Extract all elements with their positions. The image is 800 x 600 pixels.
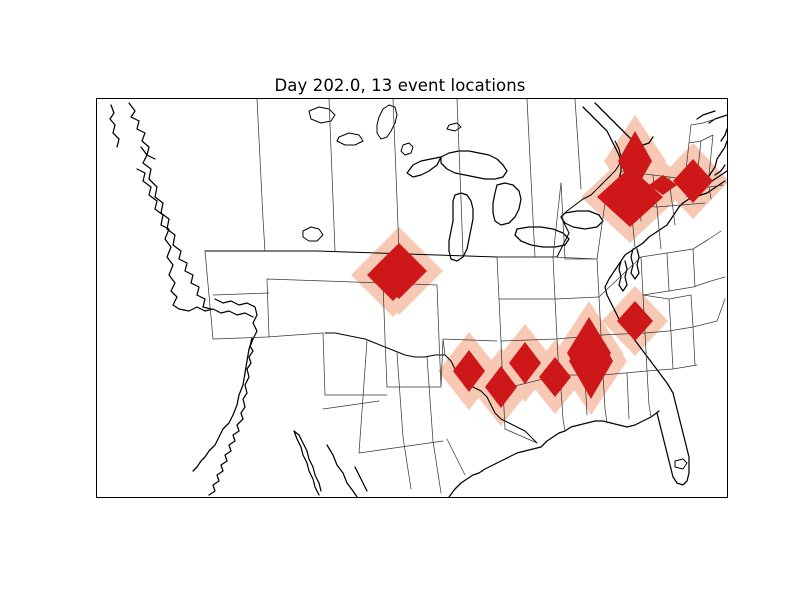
border-us-canada-great-lakes: [556, 140, 622, 258]
small-lake-north: [446, 122, 462, 132]
lake-of-the-woods: [400, 142, 414, 156]
coastline-us-west: [192, 338, 254, 472]
event-marker[interactable]: [485, 366, 517, 408]
lake-erie: [514, 226, 570, 248]
lake-huron: [492, 182, 522, 226]
lake-ontario: [560, 210, 604, 230]
lake-okeechobee: [674, 458, 688, 470]
event-marker[interactable]: [673, 159, 713, 203]
great-salt-lake: [302, 226, 324, 242]
event-marker[interactable]: [539, 357, 571, 397]
event-core-layer: [367, 131, 713, 408]
lake-michigan: [448, 192, 474, 262]
state-borders-plains: [496, 182, 562, 444]
lake-superior: [406, 150, 508, 180]
coastline-chesapeake-midatlantic: [604, 242, 644, 292]
map-figure: [109, 99, 727, 497]
state-borders-canada-provinces: [256, 99, 582, 258]
state-borders-mexico: [322, 340, 466, 494]
border-us-mexico: [324, 332, 538, 444]
event-marker[interactable]: [618, 131, 652, 191]
coastline-baja-california: [293, 430, 322, 496]
state-borders-new-england-north: [684, 118, 716, 180]
coastline-gulf-of-mexico: [448, 410, 660, 497]
event-marker[interactable]: [649, 175, 677, 195]
lake-winnipeg: [376, 104, 398, 140]
lake-athabasca: [336, 132, 364, 146]
map-geography-layer: [109, 99, 727, 497]
event-marker[interactable]: [509, 342, 541, 384]
coastline-pacific-northwest: [109, 102, 258, 340]
map-axes[interactable]: [96, 98, 728, 498]
great-slave-lake: [308, 106, 336, 124]
event-marker[interactable]: [567, 317, 611, 389]
page-title: Day 202.0, 13 event locations: [274, 76, 526, 95]
event-marker[interactable]: [617, 301, 653, 341]
coastline-florida: [656, 392, 690, 486]
event-marker[interactable]: [367, 249, 419, 301]
state-borders-southeast: [642, 294, 726, 372]
coastline-canada-maritimes: [696, 110, 727, 142]
coastline-california: [208, 337, 254, 496]
event-marker[interactable]: [597, 167, 663, 227]
coastline-mexico-west: [326, 444, 368, 497]
event-marker[interactable]: [453, 350, 485, 392]
